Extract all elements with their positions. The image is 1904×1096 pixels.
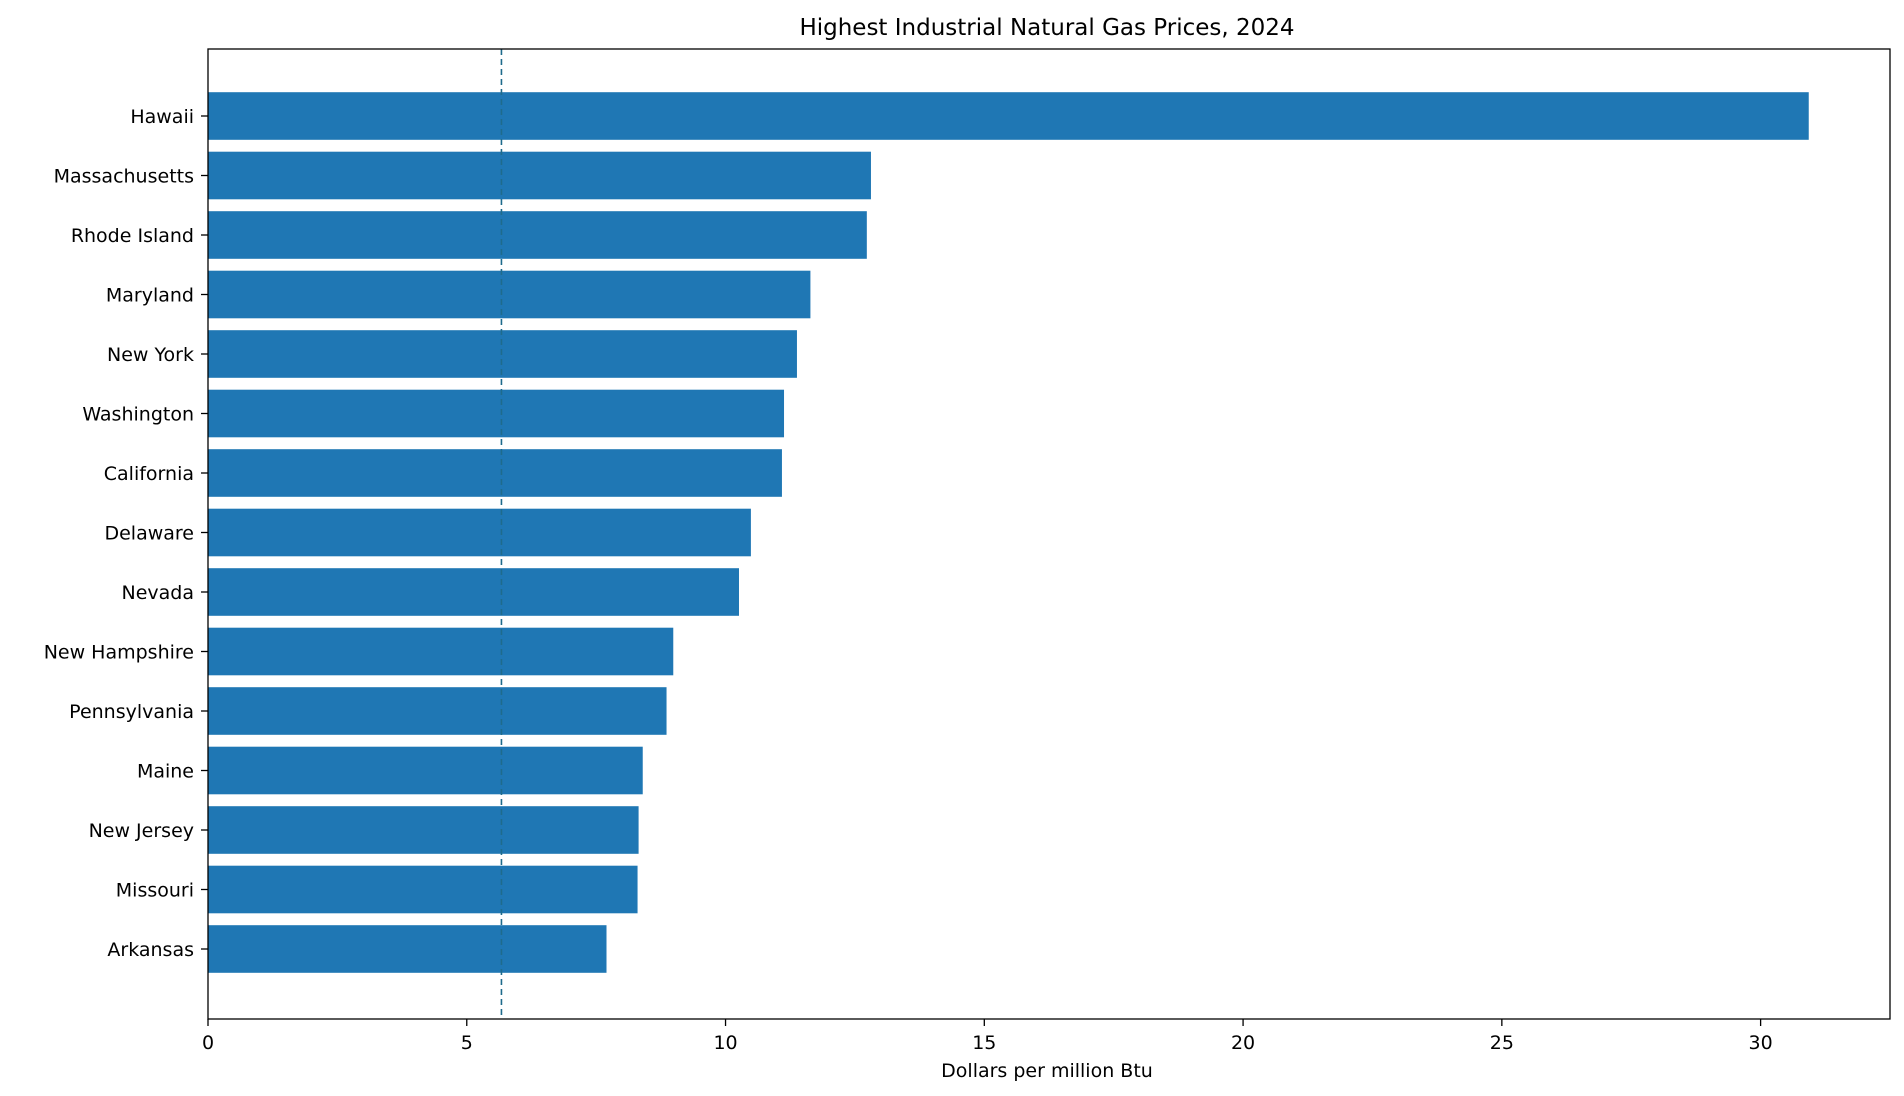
- y-tick-label: Maine: [137, 761, 194, 783]
- x-tick-label: 5: [461, 1032, 473, 1054]
- y-tick-label: Massachusetts: [54, 166, 194, 188]
- bar: [208, 925, 607, 973]
- chart-title: Highest Industrial Natural Gas Prices, 2…: [799, 15, 1294, 41]
- bar: [208, 627, 674, 676]
- x-axis-label: Dollars per million Btu: [941, 1060, 1153, 1082]
- y-tick-label: Delaware: [104, 523, 194, 545]
- bar: [208, 449, 782, 497]
- y-tick-label: Nevada: [122, 582, 195, 604]
- y-tick-label: California: [104, 463, 194, 485]
- bars-layer: [208, 92, 1809, 973]
- y-tick-label: New York: [107, 344, 194, 366]
- y-tick-label: Pennsylvania: [69, 701, 194, 723]
- y-tick-label: Missouri: [116, 880, 194, 902]
- bar: [208, 687, 667, 735]
- y-axis: Hawaii Massachusetts Rhode Island Maryland N…: [44, 106, 208, 961]
- x-tick-label: 20: [1231, 1032, 1255, 1054]
- y-tick-label: Rhode Island: [71, 225, 194, 247]
- x-tick-label: 30: [1749, 1032, 1773, 1054]
- x-tick-label: 0: [202, 1032, 214, 1054]
- bar: [208, 568, 739, 616]
- y-tick-label: Arkansas: [107, 939, 194, 961]
- bar: [208, 389, 785, 438]
- bar: [208, 270, 811, 319]
- bar: [208, 330, 797, 378]
- bar: [208, 865, 638, 914]
- x-axis: 0 5 10 15 20 25 30: [202, 1019, 1773, 1054]
- x-tick-label: 15: [972, 1032, 996, 1054]
- bar: [208, 92, 1809, 140]
- y-tick-label: Maryland: [106, 285, 194, 307]
- y-tick-label: New Jersey: [89, 820, 194, 842]
- bar: [208, 211, 867, 259]
- y-tick-label: Hawaii: [130, 106, 194, 128]
- bar: [208, 746, 643, 795]
- x-tick-label: 25: [1490, 1032, 1514, 1054]
- y-tick-label: New Hampshire: [44, 642, 194, 664]
- y-tick-label: Washington: [82, 404, 194, 426]
- bar: [208, 508, 751, 557]
- bar: [208, 151, 871, 200]
- x-tick-label: 10: [713, 1032, 737, 1054]
- bar: [208, 806, 639, 854]
- plot-frame: [207, 48, 1891, 1020]
